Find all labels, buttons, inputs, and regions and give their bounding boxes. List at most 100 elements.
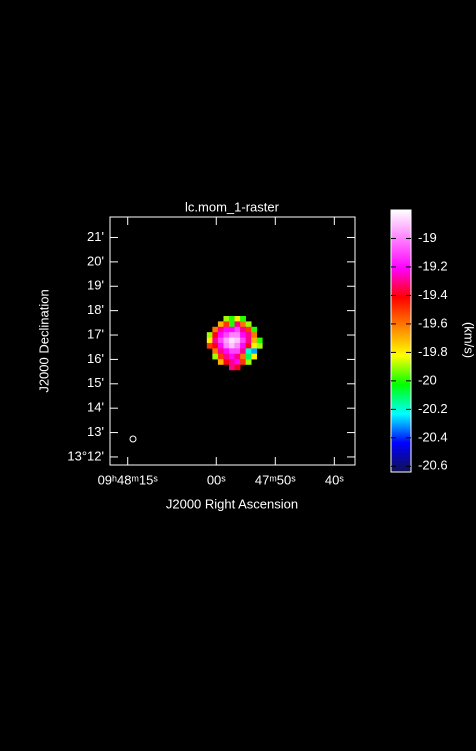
raster-pixel	[251, 353, 258, 360]
colorbar-tick-label: -19.8	[418, 344, 448, 359]
raster-pixel	[240, 326, 246, 333]
raster-pixel	[217, 353, 224, 360]
raster-pixel	[223, 337, 230, 344]
raster-pixel	[229, 316, 235, 322]
y-tick-label: 21'	[87, 229, 104, 244]
raster-pixel	[234, 364, 241, 371]
y-tick-label: 20'	[87, 253, 104, 268]
colorbar-tick-label: -19.2	[418, 258, 448, 273]
colorbar-tick-label: -20	[418, 372, 437, 387]
raster-pixel	[229, 342, 235, 349]
beam-ellipse	[129, 435, 137, 443]
raster-pixel	[240, 332, 246, 338]
colorbar	[390, 209, 412, 473]
x-tick-label: 47ᵐ50ˢ	[255, 472, 296, 487]
raster-pixel	[212, 337, 219, 344]
raster-pixel	[240, 337, 246, 344]
raster-pixel	[229, 348, 235, 355]
raster-pixel	[223, 353, 230, 360]
raster-pixel	[212, 342, 219, 349]
raster-pixel	[240, 321, 246, 328]
raster-pixel	[240, 353, 246, 360]
raster-pixel	[251, 342, 258, 349]
raster-pixel	[229, 359, 235, 365]
raster-pixel	[229, 321, 235, 328]
raster-pixel	[256, 337, 263, 344]
raster-pixel	[234, 316, 241, 322]
raster-pixel	[217, 332, 224, 338]
colorbar-tick-label: -19.6	[418, 315, 448, 330]
raster-pixel	[229, 337, 235, 344]
raster-pixel	[217, 337, 224, 344]
raster-pixel	[240, 359, 246, 365]
raster-pixel	[234, 348, 241, 355]
raster-pixel	[206, 342, 213, 349]
raster-pixel	[251, 332, 258, 338]
raster-pixel	[245, 326, 252, 333]
colorbar-tick-label: -20.2	[418, 401, 448, 416]
y-tick-label: 19'	[87, 278, 104, 293]
raster-pixel	[234, 321, 241, 328]
x-tick-label: 40ˢ	[325, 472, 344, 487]
x-axis-label: J2000 Right Ascension	[166, 496, 298, 511]
raster-pixel	[245, 337, 252, 344]
raster-pixel	[223, 348, 230, 355]
y-tick-label: 13'	[87, 424, 104, 439]
y-tick-label: 14'	[87, 400, 104, 415]
raster-pixel	[206, 332, 213, 338]
y-axis-label: J2000 Declination	[36, 289, 51, 392]
raster-pixel	[251, 337, 258, 344]
raster-pixel	[217, 348, 224, 355]
plot-frame	[109, 216, 356, 466]
raster-pixel	[229, 332, 235, 338]
raster-pixel	[223, 326, 230, 333]
raster-pixel	[217, 321, 224, 328]
y-tick-label: 15'	[87, 375, 104, 390]
raster-pixel	[251, 348, 258, 355]
raster-pixel	[245, 342, 252, 349]
raster-pixel	[234, 342, 241, 349]
raster-pixel	[251, 326, 258, 333]
colorbar-tick-label: -19	[418, 230, 437, 245]
raster-pixel	[223, 359, 230, 365]
raster-pixel	[234, 359, 241, 365]
y-tick-label: 17'	[87, 326, 104, 341]
x-tick-label: 09ʰ48ᵐ15ˢ	[98, 472, 159, 487]
raster-pixel	[245, 332, 252, 338]
raster-pixel	[212, 332, 219, 338]
x-tick-label: 00ˢ	[207, 472, 226, 487]
raster-pixel	[245, 348, 252, 355]
raster-pixel	[206, 337, 213, 344]
raster-pixel	[212, 348, 219, 355]
y-tick-label: 13°12'	[67, 448, 104, 463]
raster-pixel	[234, 326, 241, 333]
y-tick-label: 18'	[87, 302, 104, 317]
raster-pixel	[212, 353, 219, 360]
raster-pixel	[229, 326, 235, 333]
raster-pixel	[240, 348, 246, 355]
raster-pixel	[245, 321, 252, 328]
raster-pixel	[212, 326, 219, 333]
raster-pixel	[217, 359, 224, 365]
raster-pixel	[217, 342, 224, 349]
y-tick-label: 16'	[87, 351, 104, 366]
raster-pixel	[245, 359, 252, 365]
colorbar-tick-label: -19.4	[418, 287, 448, 302]
raster-pixel	[223, 342, 230, 349]
raster-pixel	[229, 364, 235, 371]
raster-pixel	[234, 337, 241, 344]
raster-pixel	[234, 353, 241, 360]
colorbar-tick-label: -20.6	[418, 458, 448, 473]
raster-pixel	[229, 353, 235, 360]
raster-pixel	[256, 342, 263, 349]
raster-pixel	[240, 342, 246, 349]
raster-pixel	[245, 353, 252, 360]
raster-pixel	[240, 316, 246, 322]
raster-pixel	[223, 316, 230, 322]
raster-pixel	[223, 332, 230, 338]
colorbar-label: (km/s)	[462, 322, 476, 358]
colorbar-tick-label: -20.4	[418, 429, 448, 444]
raster-pixel	[223, 321, 230, 328]
chart-title: lc.mom_1-raster	[185, 199, 280, 214]
